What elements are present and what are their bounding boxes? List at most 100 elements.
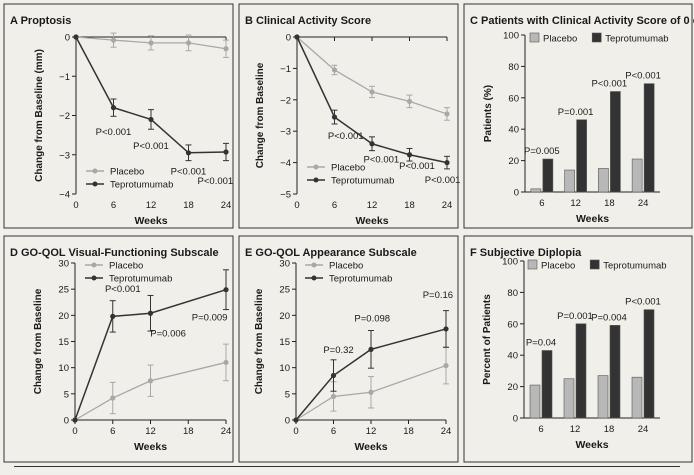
x-tick-label: 0 — [73, 200, 78, 211]
panel-title: A Proptosis — [10, 15, 71, 27]
data-point-teprotumumab — [444, 160, 450, 166]
panel-letter: E — [245, 247, 255, 259]
data-point-teprotumumab — [185, 150, 192, 156]
data-point-placebo — [110, 37, 117, 43]
bar-placebo-week-24 — [631, 376, 643, 419]
panel-b-clinical-activity-score: B Clinical Activity Score Weeks Change fro… — [235, 0, 460, 232]
panel-title: B Clinical Activity Score — [245, 15, 371, 27]
panel-letter: F — [470, 247, 480, 259]
data-point-teprotumumab — [73, 34, 79, 40]
chart-d-svg: D GO-QOL Visual-Functioning Subscale Week… — [3, 235, 234, 463]
data-point-placebo — [331, 67, 338, 73]
legend-swatch-placebo — [529, 32, 540, 43]
bar-teprotumumab-week-24 — [643, 83, 655, 193]
panel-letter: D — [10, 247, 21, 259]
legend-label-teprotumumab: Teprotumumab — [110, 180, 173, 191]
x-tick-label: 18 — [604, 198, 615, 209]
legend-label-placebo: Placebo — [329, 261, 363, 272]
y-axis-label: Change from Baseline — [33, 288, 44, 394]
y-tick-label: 15 — [58, 337, 69, 348]
data-point-teprotumumab — [110, 105, 117, 111]
p-value-label: P<0.001 — [133, 141, 169, 152]
y-tick-label: −4 — [280, 158, 291, 169]
data-point-teprotumumab — [368, 346, 374, 352]
y-tick-label: −1 — [280, 64, 291, 75]
x-tick-label: 18 — [403, 426, 414, 437]
data-point-teprotumumab — [294, 34, 300, 40]
bar-teprotumumab-week-6 — [542, 158, 554, 193]
x-tick-label: 24 — [441, 426, 452, 437]
p-value-label: P<0.001 — [198, 176, 234, 187]
panel-border — [463, 235, 693, 463]
x-tick-label: 24 — [638, 198, 649, 209]
legend-swatch-teprotumumab — [589, 259, 600, 270]
p-value-label: P<0.001 — [592, 79, 628, 90]
y-tick-label: 20 — [507, 382, 518, 393]
y-tick-label: 0 — [64, 416, 69, 427]
data-point-placebo — [406, 98, 413, 104]
chart-e-svg: E GO-QOL Appearance Subscale Weeks Change … — [238, 235, 459, 463]
legend-marker-placebo — [91, 262, 97, 268]
data-point-teprotumumab — [330, 372, 337, 379]
data-point-teprotumumab — [331, 114, 338, 120]
x-axis-label: Weeks — [575, 439, 608, 451]
panel-border — [238, 3, 459, 229]
panel-title-text: Subjective Diplopia — [480, 247, 582, 259]
y-axis-label: Change from Baseline (mm) — [34, 49, 45, 182]
x-tick-label: 6 — [538, 424, 543, 435]
panel-border — [3, 3, 234, 229]
data-point-placebo — [369, 89, 375, 95]
y-tick-label: 60 — [507, 319, 518, 330]
p-value-label: P<0.001 — [171, 166, 207, 177]
x-tick-label: 6 — [110, 426, 115, 437]
data-point-teprotumumab — [443, 326, 449, 332]
x-axis-label: Weeks — [576, 213, 609, 225]
x-tick-label: 24 — [442, 200, 453, 211]
x-tick-label: 18 — [604, 424, 615, 435]
bar-teprotumumab-week-6 — [541, 350, 553, 419]
y-axis-label: Percent of Patients — [482, 294, 493, 385]
x-tick-label: 0 — [294, 200, 299, 211]
x-tick-label: 0 — [72, 426, 77, 437]
bar-placebo-week-6 — [529, 384, 541, 419]
caption-divider — [14, 466, 680, 475]
legend-label-teprotumumab: Teprotumumab — [331, 176, 394, 187]
panel-border — [463, 3, 693, 229]
data-point-placebo — [444, 111, 450, 117]
legend-label-placebo: Placebo — [331, 163, 365, 174]
legend-marker-placebo — [92, 168, 98, 174]
p-value-label: P<0.001 — [399, 161, 435, 172]
chart-b-svg: B Clinical Activity Score Weeks Change fro… — [238, 3, 461, 229]
legend-marker-placebo — [313, 164, 319, 170]
p-value-label: P=0.16 — [423, 290, 453, 301]
y-tick-label: 10 — [58, 363, 69, 374]
y-axis-label: Patients (%) — [483, 85, 494, 142]
panel-title: F Subjective Diplopia — [470, 247, 582, 259]
y-tick-label: −5 — [280, 190, 291, 201]
panel-title: E GO-QOL Appearance Subscale — [245, 247, 417, 259]
x-tick-label: 0 — [293, 426, 298, 437]
panel-c-patients-cas-0-or-1: C Patients with Clinical Activity Score … — [460, 0, 694, 232]
x-tick-label: 12 — [145, 426, 156, 437]
chart-a-svg: A Proptosis Weeks Change from Baseline (mm… — [3, 3, 234, 229]
legend-marker-teprotumumab — [91, 275, 97, 281]
legend-label-placebo: Placebo — [109, 261, 143, 272]
data-point-placebo — [147, 378, 154, 384]
data-point-placebo — [148, 40, 154, 46]
y-tick-label: 0 — [513, 414, 518, 425]
legend-label-teprotumumab: Teprotumumab — [605, 34, 668, 45]
legend-marker-teprotumumab — [311, 275, 317, 281]
chart-f-svg: F Subjective Diplopia Weeks Percent of Pat… — [463, 235, 693, 463]
p-value-label: P<0.001 — [425, 175, 461, 186]
y-tick-label: 60 — [508, 93, 519, 104]
legend-label-teprotumumab: Teprotumumab — [329, 274, 392, 285]
panel-title-text: Clinical Activity Score — [256, 15, 371, 27]
y-tick-label: 25 — [58, 285, 69, 296]
panel-title-text: GO-QOL Appearance Subscale — [255, 247, 416, 259]
bar-placebo-week-6 — [530, 188, 542, 193]
data-point-teprotumumab — [110, 313, 116, 319]
p-value-label: P<0.001 — [625, 297, 661, 308]
panel-letter: C — [470, 15, 481, 27]
p-value-label: P=0.001 — [558, 107, 594, 118]
data-point-placebo — [368, 389, 374, 395]
